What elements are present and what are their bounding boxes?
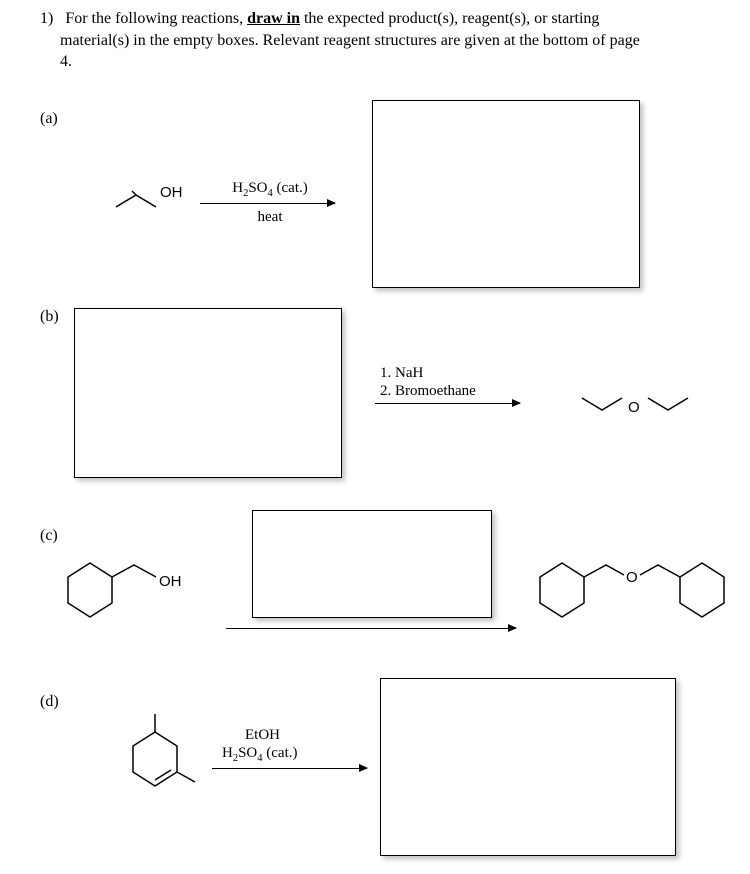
part-d-arrow <box>212 768 367 769</box>
cyclohexylmethanol-structure <box>60 555 170 625</box>
part-b-label: (b) <box>40 308 59 326</box>
part-d-reagent-line2: H2SO4 (cat.) <box>222 745 298 764</box>
part-d-label: (d) <box>40 693 59 711</box>
part-b-reagent-line2: 2. Bromoethane <box>380 383 476 400</box>
question-line1a: For the following reactions, <box>65 10 247 27</box>
dipropyl-ether-structure <box>576 388 716 423</box>
part-d-reagent-line1: EtOH <box>245 727 280 744</box>
dipropyl-ether-o: O <box>628 399 640 416</box>
part-a-reagent-top: H2SO4 (cat.) <box>215 180 325 199</box>
draw-in-phrase: draw in <box>247 10 300 27</box>
part-d-product-box[interactable] <box>380 678 676 856</box>
part-c-reagent-box[interactable] <box>252 510 492 618</box>
ethanol-oh-label: OH <box>160 184 183 201</box>
cyclohexylmethanol-oh: OH <box>159 573 182 590</box>
question-text: 1) For the following reactions, draw in … <box>40 8 720 73</box>
part-b-starting-box[interactable] <box>74 308 342 478</box>
dimethylcyclohexene-structure <box>115 710 205 810</box>
part-b-reagent-line1: 1. NaH <box>380 365 423 382</box>
part-a-arrow <box>200 203 335 204</box>
question-line1b: the expected product(s), reagent(s), or … <box>300 10 599 27</box>
question-number: 1) <box>40 10 53 27</box>
question-line3: 4. <box>60 53 72 70</box>
question-line2: material(s) in the empty boxes. Relevant… <box>60 32 640 49</box>
part-c-label: (c) <box>40 527 58 545</box>
part-a-product-box[interactable] <box>372 100 640 288</box>
part-a-label: (a) <box>40 110 58 128</box>
part-c-arrow <box>226 628 516 629</box>
bis-cyclohexylmethyl-ether <box>536 555 736 625</box>
part-b-arrow <box>375 403 520 404</box>
part-a-reagent-bottom: heat <box>215 209 325 226</box>
bis-ether-o: O <box>626 569 638 586</box>
